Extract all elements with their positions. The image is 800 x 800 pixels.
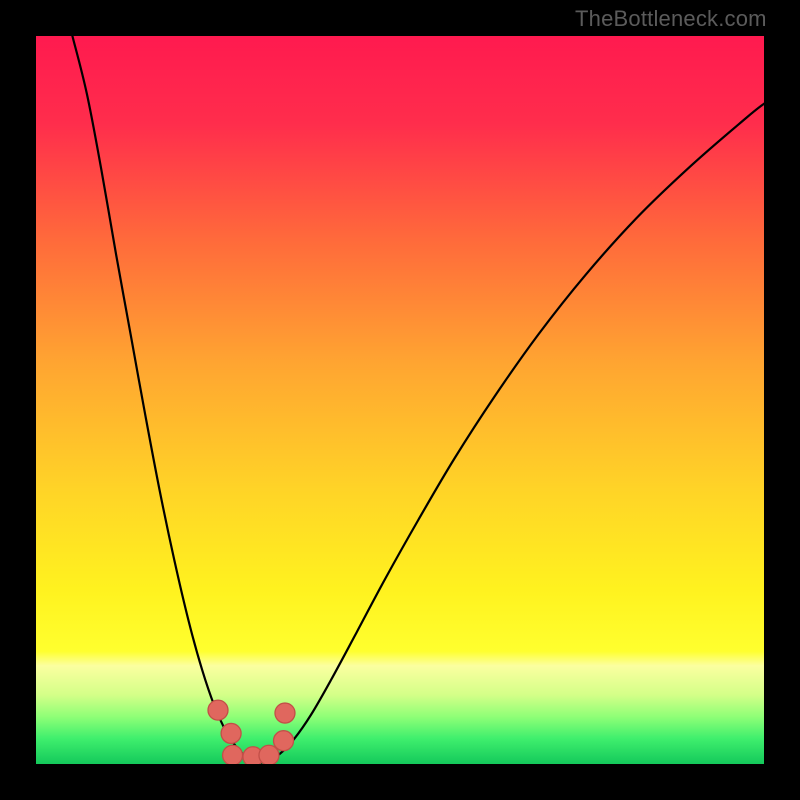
plot-area: [36, 36, 764, 764]
data-marker: [221, 723, 241, 743]
data-marker: [223, 745, 243, 764]
data-marker: [275, 703, 295, 723]
data-marker: [208, 700, 228, 720]
chart-svg: [36, 36, 764, 764]
data-marker: [274, 731, 294, 751]
chart-frame: TheBottleneck.com: [0, 0, 800, 800]
gradient-background: [36, 36, 764, 764]
watermark-text: TheBottleneck.com: [575, 6, 767, 32]
